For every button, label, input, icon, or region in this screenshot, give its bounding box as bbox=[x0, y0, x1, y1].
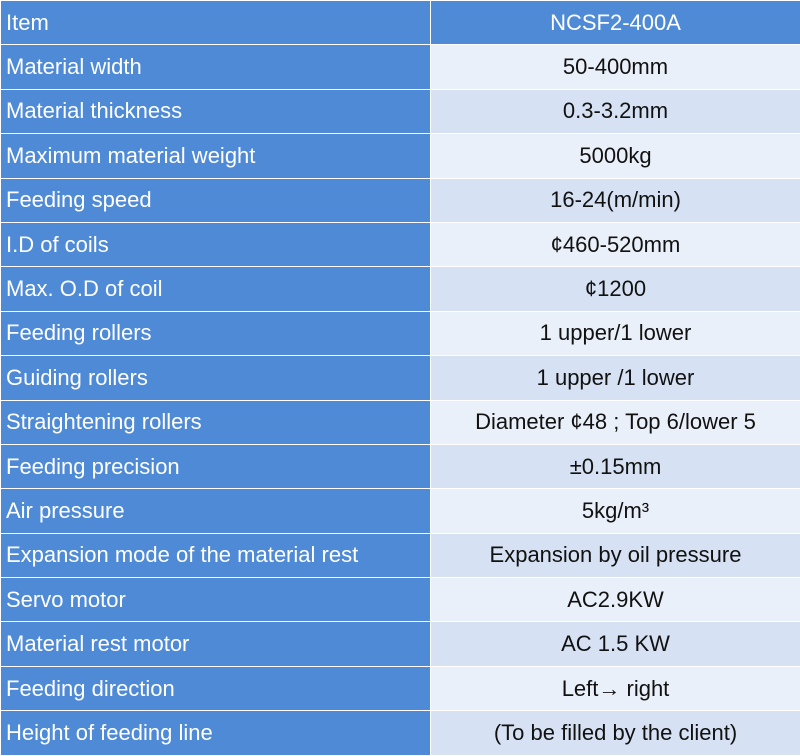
table-row: Material rest motor AC 1.5 KW bbox=[1, 622, 800, 666]
table-row: Expansion mode of the material rest Expa… bbox=[1, 533, 800, 577]
row-value-cell: 5000kg bbox=[431, 134, 800, 178]
row-label-cell: Height of feeding line bbox=[1, 711, 431, 755]
row-label-cell: Guiding rollers bbox=[1, 356, 431, 400]
row-value-cell: ¢1200 bbox=[431, 267, 800, 311]
table-row: Material thickness 0.3-3.2mm bbox=[1, 89, 800, 133]
table-row: Guiding rollers 1 upper /1 lower bbox=[1, 356, 800, 400]
table-row: Straightening rollers Diameter ¢48 ; Top… bbox=[1, 400, 800, 444]
row-value-cell: 1 upper /1 lower bbox=[431, 356, 800, 400]
row-label-cell: Material rest motor bbox=[1, 622, 431, 666]
table-row: Air pressure 5kg/m³ bbox=[1, 489, 800, 533]
row-label-cell: Expansion mode of the material rest bbox=[1, 533, 431, 577]
row-value-cell: 5kg/m³ bbox=[431, 489, 800, 533]
row-value-cell: Diameter ¢48 ; Top 6/lower 5 bbox=[431, 400, 800, 444]
table-row: Material width 50-400mm bbox=[1, 45, 800, 89]
table-row: Servo motor AC2.9KW bbox=[1, 578, 800, 622]
row-label-cell: Feeding direction bbox=[1, 666, 431, 710]
row-value-cell: AC 1.5 KW bbox=[431, 622, 800, 666]
row-value-cell: Left→ right bbox=[431, 666, 800, 710]
row-value-cell: 50-400mm bbox=[431, 45, 800, 89]
row-label-cell: Feeding precision bbox=[1, 444, 431, 488]
table-row: Feeding rollers 1 upper/1 lower bbox=[1, 311, 800, 355]
row-value-cell: 1 upper/1 lower bbox=[431, 311, 800, 355]
row-label-cell: Straightening rollers bbox=[1, 400, 431, 444]
row-label-cell: Max. O.D of coil bbox=[1, 267, 431, 311]
row-label-cell: Material thickness bbox=[1, 89, 431, 133]
row-label-cell: Maximum material weight bbox=[1, 134, 431, 178]
table-row: Height of feeding line (To be filled by … bbox=[1, 711, 800, 755]
row-value-cell: Expansion by oil pressure bbox=[431, 533, 800, 577]
table-row: Maximum material weight 5000kg bbox=[1, 134, 800, 178]
row-label-cell: Air pressure bbox=[1, 489, 431, 533]
row-label-cell: Feeding speed bbox=[1, 178, 431, 222]
table-row: Max. O.D of coil ¢1200 bbox=[1, 267, 800, 311]
row-label-cell: Feeding rollers bbox=[1, 311, 431, 355]
row-value-cell: ±0.15mm bbox=[431, 444, 800, 488]
table-row: Feeding precision ±0.15mm bbox=[1, 444, 800, 488]
table-row: I.D of coils ¢460-520mm bbox=[1, 222, 800, 266]
row-label-cell: I.D of coils bbox=[1, 222, 431, 266]
row-value-cell: 0.3-3.2mm bbox=[431, 89, 800, 133]
row-label-cell: Servo motor bbox=[1, 578, 431, 622]
row-label-cell: Material width bbox=[1, 45, 431, 89]
row-value-cell: (To be filled by the client) bbox=[431, 711, 800, 755]
table-row: Feeding direction Left→ right bbox=[1, 666, 800, 710]
table-row: Feeding speed 16-24(m/min) bbox=[1, 178, 800, 222]
row-value-cell: AC2.9KW bbox=[431, 578, 800, 622]
header-label-cell: Item bbox=[1, 1, 431, 45]
row-value-cell: 16-24(m/min) bbox=[431, 178, 800, 222]
table-header-row: Item NCSF2-400A bbox=[1, 1, 800, 45]
header-value-cell: NCSF2-400A bbox=[431, 1, 800, 45]
row-value-cell: ¢460-520mm bbox=[431, 222, 800, 266]
